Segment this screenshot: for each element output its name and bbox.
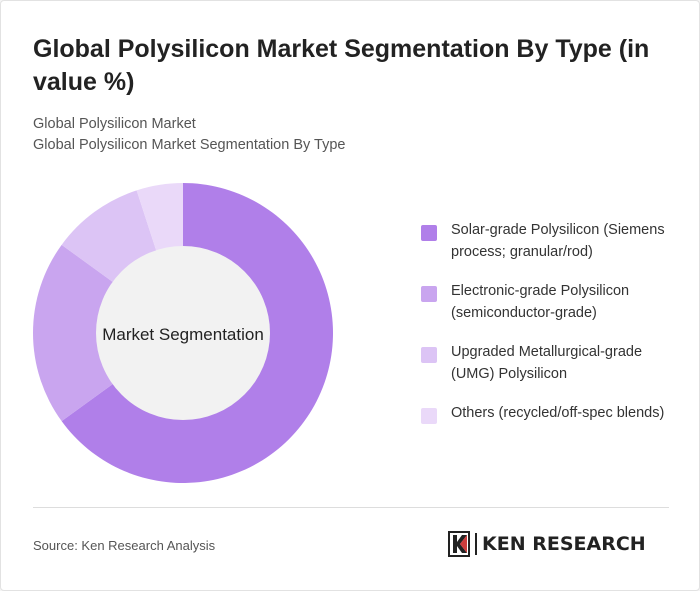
logo-text: KEN RESEARCH	[482, 533, 646, 555]
legend-swatch	[421, 408, 437, 424]
legend-label: Others (recycled/off-spec blends)	[451, 405, 665, 421]
source-text: Source: Ken Research Analysis	[33, 538, 216, 553]
legend-swatch	[421, 347, 437, 363]
legend-label: Upgraded Metallurgical-grade (UMG) Polys…	[451, 344, 643, 382]
chart-legend: Solar-grade Polysilicon (Siemens process…	[421, 219, 691, 463]
legend-item-1: Solar-grade Polysilicon (Siemens process…	[421, 219, 691, 280]
legend-swatch	[421, 286, 437, 302]
donut-center-label: Market Segmentation	[102, 325, 264, 344]
legend-item-4: Others (recycled/off-spec blends)	[421, 402, 691, 463]
legend-label: Electronic-grade Polysilicon (semiconduc…	[451, 283, 630, 321]
legend-item-3: Upgraded Metallurgical-grade (UMG) Polys…	[421, 341, 691, 402]
chart-subtitle: Global Polysilicon Market Global Polysil…	[33, 114, 633, 156]
legend-item-2: Electronic-grade Polysilicon (semiconduc…	[421, 280, 691, 341]
donut-chart: Market Segmentation	[32, 183, 334, 483]
ken-research-logo-icon	[448, 531, 470, 557]
logo-separator	[475, 533, 477, 555]
chart-title: Global Polysilicon Market Segmentation B…	[33, 35, 650, 96]
footer-divider	[33, 507, 669, 508]
legend-swatch	[421, 225, 437, 241]
subtitle-line-2: Global Polysilicon Market Segmentation B…	[33, 137, 346, 153]
ken-research-logo: KEN RESEARCH	[448, 531, 646, 557]
legend-label: Solar-grade Polysilicon (Siemens process…	[451, 222, 665, 260]
subtitle-line-1: Global Polysilicon Market	[33, 116, 196, 132]
donut-hole	[96, 246, 270, 420]
